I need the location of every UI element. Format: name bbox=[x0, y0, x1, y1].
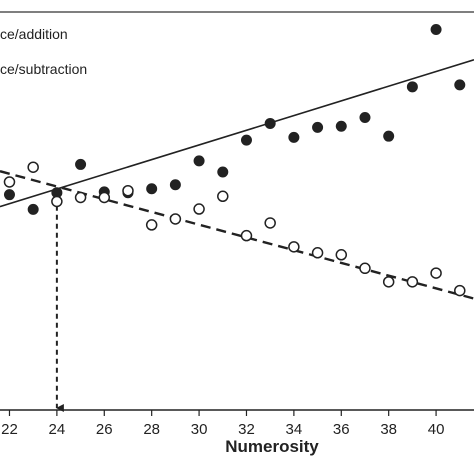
series-1-point-4 bbox=[98, 191, 111, 204]
series-0-point-9 bbox=[217, 166, 229, 178]
series-1-point-15 bbox=[359, 262, 371, 275]
series-1-point-5 bbox=[122, 184, 134, 197]
x-tick-label-22: 22 bbox=[1, 421, 18, 438]
series-0-point-11 bbox=[264, 117, 276, 129]
series-0-point-13 bbox=[312, 121, 324, 133]
series-0-point-0 bbox=[3, 189, 15, 201]
series-0-point-16 bbox=[383, 130, 395, 142]
series-1-point-0 bbox=[3, 176, 16, 188]
series-1-point-16 bbox=[382, 276, 395, 288]
series-1-point-9 bbox=[217, 190, 229, 203]
series-0-point-8 bbox=[193, 155, 205, 167]
trendline-0 bbox=[0, 58, 474, 208]
x-axis-title: Numerosity bbox=[225, 437, 319, 456]
x-tick-label-32: 32 bbox=[238, 421, 255, 438]
series-1-point-6 bbox=[145, 219, 158, 231]
series-0-point-18 bbox=[430, 24, 442, 36]
series-0-point-10 bbox=[240, 134, 252, 146]
points-layer bbox=[3, 24, 466, 297]
trendlines bbox=[0, 58, 474, 300]
series-1-point-13 bbox=[311, 247, 324, 259]
series-0-point-3 bbox=[75, 158, 87, 170]
series-1-point-19 bbox=[454, 284, 466, 297]
x-tick-label-40: 40 bbox=[428, 421, 445, 438]
series-0-point-6 bbox=[146, 183, 158, 195]
series-0-point-15 bbox=[359, 111, 371, 123]
x-tick-label-38: 38 bbox=[380, 421, 397, 438]
legend-entry-1: ce/subtraction bbox=[0, 61, 87, 77]
series-0-point-12 bbox=[288, 131, 300, 143]
series-1-point-10 bbox=[240, 229, 253, 242]
series-0-point-14 bbox=[335, 120, 347, 132]
series-1-point-3 bbox=[74, 191, 87, 204]
x-ticks: 22 24 26 28 30 32 34 36 38 40 bbox=[1, 410, 444, 438]
series-1-point-7 bbox=[169, 213, 182, 225]
series-0-point-19 bbox=[454, 79, 466, 91]
x-tick-label-28: 28 bbox=[143, 421, 160, 438]
series-1-point-8 bbox=[193, 203, 205, 215]
series-1-point-18 bbox=[430, 267, 442, 279]
series-0-point-17 bbox=[406, 81, 418, 93]
x-tick-label-30: 30 bbox=[191, 421, 208, 438]
series-1-point-1 bbox=[27, 161, 39, 173]
series-1-point-14 bbox=[335, 249, 348, 261]
series-1-point-2 bbox=[51, 195, 63, 208]
legend-entry-0: ce/addition bbox=[0, 26, 68, 42]
x-tick-label-24: 24 bbox=[49, 421, 66, 438]
x-tick-label-36: 36 bbox=[333, 421, 350, 438]
legend: ce/addition ce/subtraction bbox=[0, 26, 87, 77]
series-1-point-17 bbox=[406, 276, 419, 288]
series-0-point-1 bbox=[27, 203, 39, 215]
series-1-point-12 bbox=[288, 241, 300, 253]
x-tick-label-26: 26 bbox=[96, 421, 113, 438]
series-0-point-7 bbox=[169, 179, 181, 191]
trendline-1 bbox=[0, 170, 474, 300]
series-1-point-11 bbox=[264, 217, 276, 229]
x-tick-label-34: 34 bbox=[286, 421, 303, 438]
